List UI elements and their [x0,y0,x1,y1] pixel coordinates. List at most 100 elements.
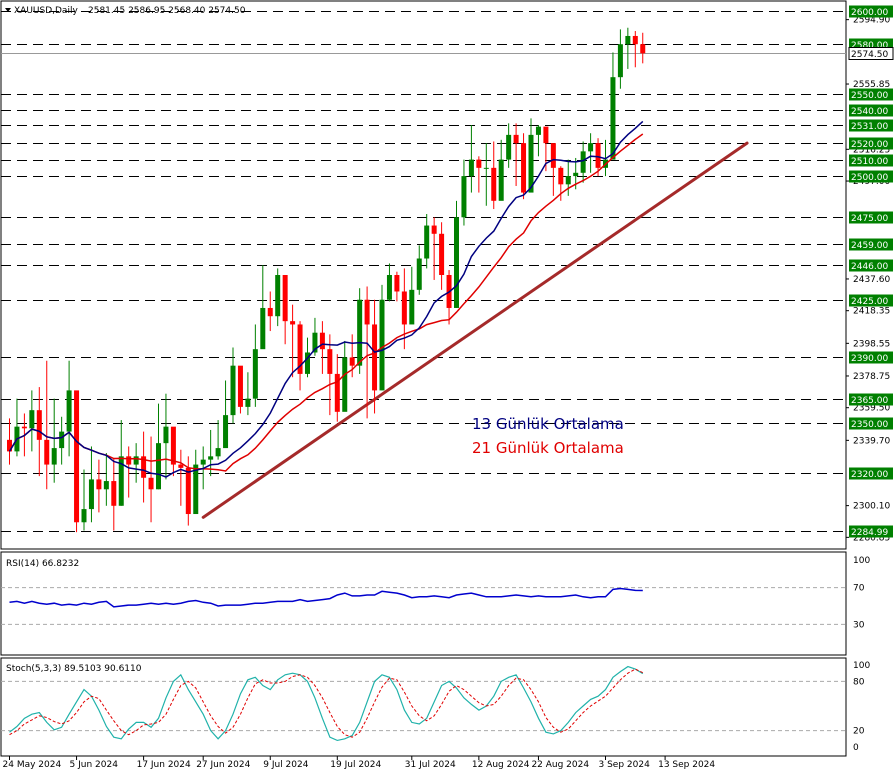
level-label: 2284.99 [851,528,888,538]
level-labels: 2600.00 2580.00 2550.00 2540.00 2531.00 2520.… [848,5,894,538]
candle-body [275,275,281,317]
legend-ma21: 21 Günlük Ortalama [472,439,624,457]
time-tick-label: 12 Aug 2024 [472,760,530,770]
level-label-box [849,5,893,18]
candle-body [558,167,564,185]
candle-body [36,410,42,440]
candle-body [59,431,65,449]
candle-body [267,307,273,317]
dropdown-triangle-icon[interactable] [5,8,11,12]
level-label-box [849,119,893,132]
level-label: 2446.00 [851,262,888,272]
level-label: 2365.00 [851,396,888,406]
level-label: 2320.00 [851,470,888,480]
level-label-box [849,351,893,364]
candle-body [401,291,407,325]
candle-body [513,134,519,144]
candle-body [282,275,288,322]
rsi-tick-label: 30 [853,620,865,630]
ma13-line [8,120,644,478]
ma21-line [8,133,644,472]
stoch-title: Stoch(5,3,3) 89.5103 90.6110 [6,664,142,674]
price-tick-label: 2555.85 [853,80,890,90]
candle-body [439,233,445,275]
time-tick-label: 27 Jun 2024 [196,760,250,770]
stoch-tick-label: 100 [853,661,870,671]
candle-body [528,134,534,193]
level-label-box [849,137,893,150]
price-tick-label: 2280.85 [853,533,890,543]
candle-body [21,426,27,429]
level-label-box [849,154,893,167]
candle-body [409,289,415,325]
level-label-box [849,417,893,430]
trendline-segment [201,141,749,519]
candlesticks [7,27,646,533]
price-tick-label: 2398.55 [853,339,890,349]
price-tick-label: 2359.50 [853,404,890,414]
level-label: 2550.00 [851,91,888,101]
candle-body [44,439,50,465]
candle-body [595,143,601,168]
time-tick-label: 22 Aug 2024 [531,760,589,770]
candle-body [81,509,87,523]
rsi-indicator: 100 70 30 [1,556,870,630]
rsi-pane: 100 70 30 RSI(14) 66.8232 [0,551,870,656]
level-label: 2600.00 [851,8,888,18]
stoch-pane-frame [0,657,847,757]
level-label: 2580.00 [851,41,888,51]
candle-body [103,481,109,490]
price-tick-label: 2437.60 [853,275,890,285]
price-axis: 2594.902555.852516.252497.002437.602418.… [846,16,890,543]
candle-body [521,143,527,193]
candle-body [156,443,161,490]
candle-body [290,321,296,325]
candle-body [476,159,482,168]
candle-body [632,35,638,45]
time-tick-label: 17 Jun 2024 [137,760,191,770]
candle-body [163,426,169,444]
candle-body [260,307,266,350]
price-pane: 2594.902555.852516.252497.002437.602418.… [0,0,894,550]
time-tick-label: 31 Jul 2024 [405,760,456,770]
rsi-tick-label: 100 [853,556,870,566]
level-label-box [849,294,893,307]
price-tick-label: 2378.75 [853,372,890,382]
candle-body [573,172,579,177]
candle-body [126,456,132,465]
candle-body [610,77,616,160]
level-label-box [849,467,893,480]
candle-body [88,479,94,510]
chart-header: XAUUSD,Daily 2581.45 2586.95 2568.40 257… [5,6,246,16]
candle-body [580,151,586,173]
level-label: 2425.00 [851,297,888,307]
level-label-box [849,259,893,272]
stoch-signal-line [9,668,644,738]
level-label-box [849,170,893,183]
candle-body [543,126,549,144]
stoch-pane: 100 80 20 0 Stoch(5,3,3) 89.5103 90.6110 [0,657,870,757]
candle-body [535,126,541,135]
stoch-tick-label: 20 [853,727,865,737]
candle-body [29,410,35,429]
level-label-box [849,88,893,101]
candle-body [565,176,571,185]
candle-body [550,143,556,168]
time-tick-label: 3 Sep 2024 [599,760,651,770]
candle-body [66,390,72,432]
candle-body [342,357,348,412]
candle-body [319,332,325,350]
level-label: 2531.00 [851,122,888,132]
current-price-label: 2574.50 [851,50,888,60]
price-tick-label: 2300.10 [853,502,890,512]
candle-body [625,35,631,45]
candle-body [431,225,437,234]
candle-body [334,373,340,412]
candle-body [141,456,147,478]
time-tick-label: 24 May 2024 [3,760,62,770]
moving-averages [8,120,644,478]
candle-body [237,365,243,407]
candle-body [223,415,229,449]
time-tick-label: 9 Jul 2024 [263,760,308,770]
rsi-title: RSI(14) 66.8232 [6,559,79,569]
